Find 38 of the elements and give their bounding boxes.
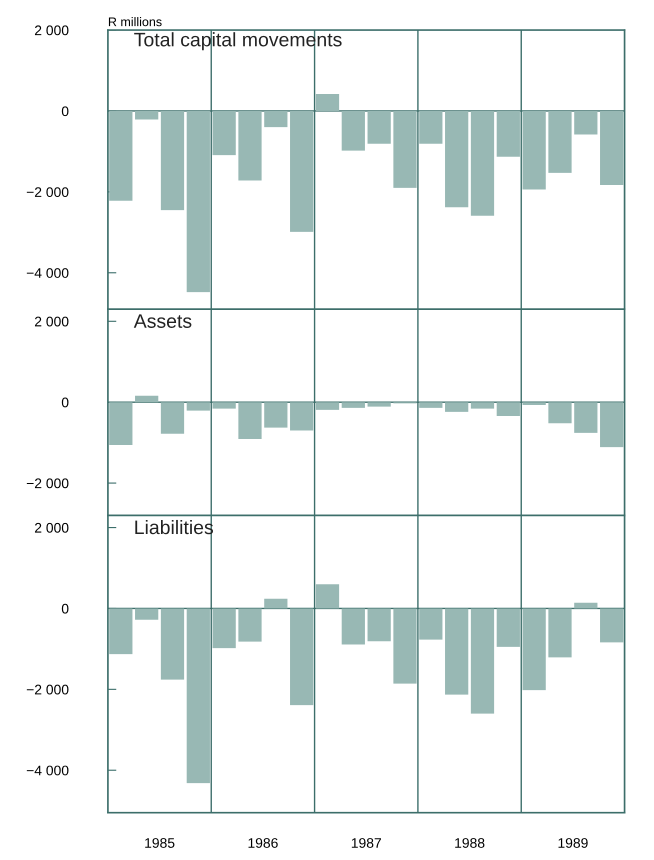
bar bbox=[470, 608, 494, 714]
y-axis-title: R millions bbox=[108, 17, 162, 26]
bar bbox=[368, 608, 391, 642]
y-tick-label: 0 bbox=[62, 398, 68, 408]
y-tick-label: 2 000 bbox=[34, 25, 68, 36]
y-tick-label: 0 bbox=[62, 106, 68, 116]
text: 1988 bbox=[455, 838, 484, 848]
bar bbox=[135, 608, 158, 620]
y-tick-label: 2 000 bbox=[34, 316, 68, 326]
bar bbox=[160, 608, 184, 680]
y-tick-label: 2 000 bbox=[34, 522, 68, 533]
bar bbox=[522, 608, 546, 690]
y-tick-label: −2 000 bbox=[26, 478, 68, 488]
chart-title: Assets bbox=[134, 314, 192, 328]
y-tick-label: −4 000 bbox=[26, 766, 68, 776]
bar bbox=[574, 602, 598, 608]
bar bbox=[264, 598, 288, 608]
y-tick-label: −4 000 bbox=[26, 268, 68, 278]
bar bbox=[419, 608, 442, 640]
text: 1985 bbox=[145, 838, 174, 848]
text: 1987 bbox=[352, 838, 381, 848]
text: 1989 bbox=[558, 838, 588, 848]
bar bbox=[109, 608, 132, 654]
y-tick-label: −2 000 bbox=[26, 684, 68, 695]
bar bbox=[186, 608, 210, 784]
bar bbox=[316, 584, 340, 608]
bar bbox=[238, 608, 262, 642]
bar bbox=[393, 608, 417, 684]
bar bbox=[342, 608, 365, 644]
y-tick-label: −2 000 bbox=[26, 187, 68, 198]
text: 1986 bbox=[248, 838, 278, 848]
bar bbox=[548, 608, 572, 658]
y-tick-label: 0 bbox=[62, 604, 68, 614]
bar bbox=[212, 608, 236, 648]
bar bbox=[445, 608, 468, 695]
bar bbox=[496, 608, 520, 647]
bar bbox=[290, 608, 314, 706]
bar bbox=[600, 608, 624, 642]
